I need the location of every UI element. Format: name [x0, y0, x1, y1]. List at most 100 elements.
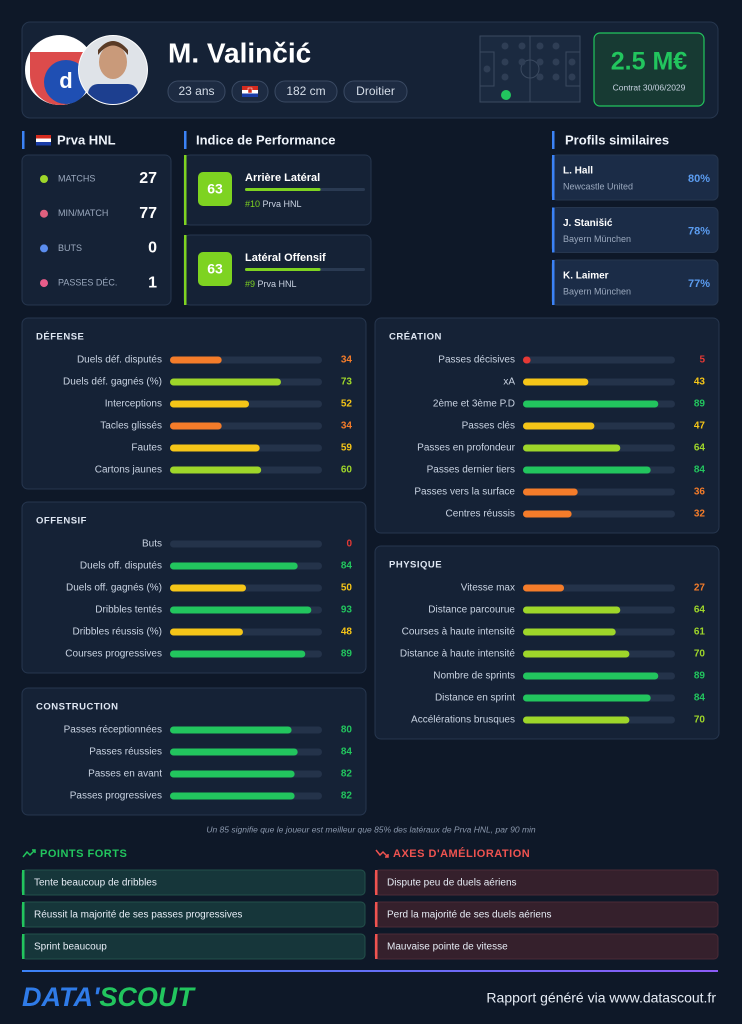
metric-label: Courses progressives: [65, 649, 162, 660]
bar-track: [523, 356, 675, 364]
similar-club: Bayern München: [563, 234, 631, 244]
metric-value: 64: [694, 605, 706, 616]
metric-label: Passes progressives: [70, 791, 162, 802]
metric-bar: [523, 606, 621, 614]
league: Prva HNL: [263, 199, 302, 209]
metric-label: Tacles glissés: [100, 421, 162, 432]
similar-club: Newcastle United: [563, 181, 633, 191]
pitch-diagram: [479, 35, 581, 103]
metric-value: 70: [694, 715, 706, 726]
footer-text: Rapport généré via www.datascout.fr: [486, 990, 716, 1006]
score-bar: [245, 268, 321, 271]
tag-age: 23 ans: [178, 84, 214, 98]
metric-bar: [523, 422, 595, 430]
svg-text:d: d: [59, 68, 72, 93]
metric-value: 47: [694, 421, 706, 432]
card-accent: [552, 155, 555, 200]
section-card: [374, 545, 720, 740]
logo: DATA'SCOUT: [22, 982, 196, 1012]
tag-foot: Droitier: [356, 84, 395, 98]
metric-bar: [170, 422, 222, 430]
accent-bar: [552, 131, 555, 149]
rank: #10: [245, 199, 260, 209]
improvements-text: Mauvaise pointe de vitesse: [387, 942, 508, 953]
metric-value: 48: [341, 627, 353, 638]
metric-bar: [170, 792, 295, 800]
item-accent: [375, 870, 378, 895]
metric-label: Duels off. gagnés (%): [66, 583, 162, 594]
metric-value: 89: [694, 671, 706, 682]
item-accent: [22, 934, 25, 959]
similar-name: J. Stanišić: [563, 218, 613, 229]
tag-chip: [343, 80, 408, 103]
metric-value: 61: [694, 627, 706, 638]
metric-bar: [170, 356, 222, 364]
metric-value: 27: [694, 583, 706, 594]
metric-bar: [170, 466, 262, 474]
logo-part: DATA': [22, 982, 101, 1012]
metric-value: 52: [341, 399, 353, 410]
stat-label: MIN/MATCH: [58, 208, 108, 218]
league-card: [21, 154, 172, 306]
stat-icon: [40, 279, 48, 288]
metric-value: 34: [341, 421, 353, 432]
metric-bar: [170, 726, 292, 734]
metric-value: 36: [694, 487, 706, 498]
croatia-flag: [242, 86, 258, 97]
metric-label: Distance à haute intensité: [400, 649, 516, 660]
strengths-text: Sprint beaucoup: [34, 942, 107, 953]
metric-value: 84: [694, 465, 706, 476]
metric-bar: [170, 562, 298, 570]
accent-bar: [184, 131, 187, 149]
metric-bar: [523, 510, 572, 518]
metric-value: 50: [341, 583, 353, 594]
metric-label: Centres réussis: [446, 509, 515, 520]
stat-value: 1: [148, 274, 157, 291]
metric-label: Passes vers la surface: [414, 487, 515, 498]
metric-value: 64: [694, 443, 706, 454]
metric-label: Passes réussies: [89, 747, 162, 758]
metric-label: Duels déf. disputés: [77, 355, 162, 366]
metric-bar: [170, 606, 312, 614]
stat-icon: [40, 244, 48, 253]
score: 63: [207, 181, 223, 197]
card-accent: [184, 235, 187, 305]
metric-label: Passes décisives: [438, 355, 515, 366]
strengths-title: POINTS FORTS: [40, 848, 127, 860]
metric-value: 70: [694, 649, 706, 660]
metric-bar: [170, 650, 306, 658]
section-title: CONSTRUCTION: [36, 702, 119, 713]
strengths-icon: [22, 849, 36, 858]
metric-label: Duels déf. gagnés (%): [63, 377, 162, 388]
metric-bar: [523, 584, 565, 592]
divider: [22, 970, 718, 972]
tag-chip: [274, 80, 338, 103]
bar-track: [170, 540, 322, 548]
similar-name: L. Hall: [563, 166, 593, 177]
item-accent: [375, 902, 378, 927]
metric-value: 82: [341, 791, 353, 802]
strengths-text: Tente beaucoup de dribbles: [34, 878, 157, 889]
improvements-text: Dispute peu de duels aériens: [387, 878, 517, 889]
improvements-icon: [375, 849, 389, 858]
item-accent: [22, 902, 25, 927]
metric-label: Duels off. disputés: [80, 561, 162, 572]
section-title: PHYSIQUE: [389, 560, 442, 571]
performance-title: Indice de Performance: [196, 132, 335, 147]
metric-bar: [523, 378, 589, 386]
contract: Contrat 30/06/2029: [613, 82, 686, 92]
metric-value: 0: [346, 539, 352, 550]
metric-bar: [170, 748, 298, 756]
section-title: CRÉATION: [389, 332, 442, 343]
improvements-title: AXES D'AMÉLIORATION: [393, 847, 530, 860]
metric-value: 5: [699, 355, 705, 366]
metric-label: Distance en sprint: [435, 693, 515, 704]
metric-value: 84: [694, 693, 706, 704]
rank-line: #10 Prva HNL: [245, 199, 302, 209]
similar-score: 78%: [688, 225, 710, 237]
metric-bar: [523, 466, 651, 474]
metric-value: 32: [694, 509, 706, 520]
metric-label: Interceptions: [105, 399, 162, 410]
metric-bar: [523, 650, 630, 658]
improvements-text: Perd la majorité de ses duels aériens: [387, 910, 552, 921]
